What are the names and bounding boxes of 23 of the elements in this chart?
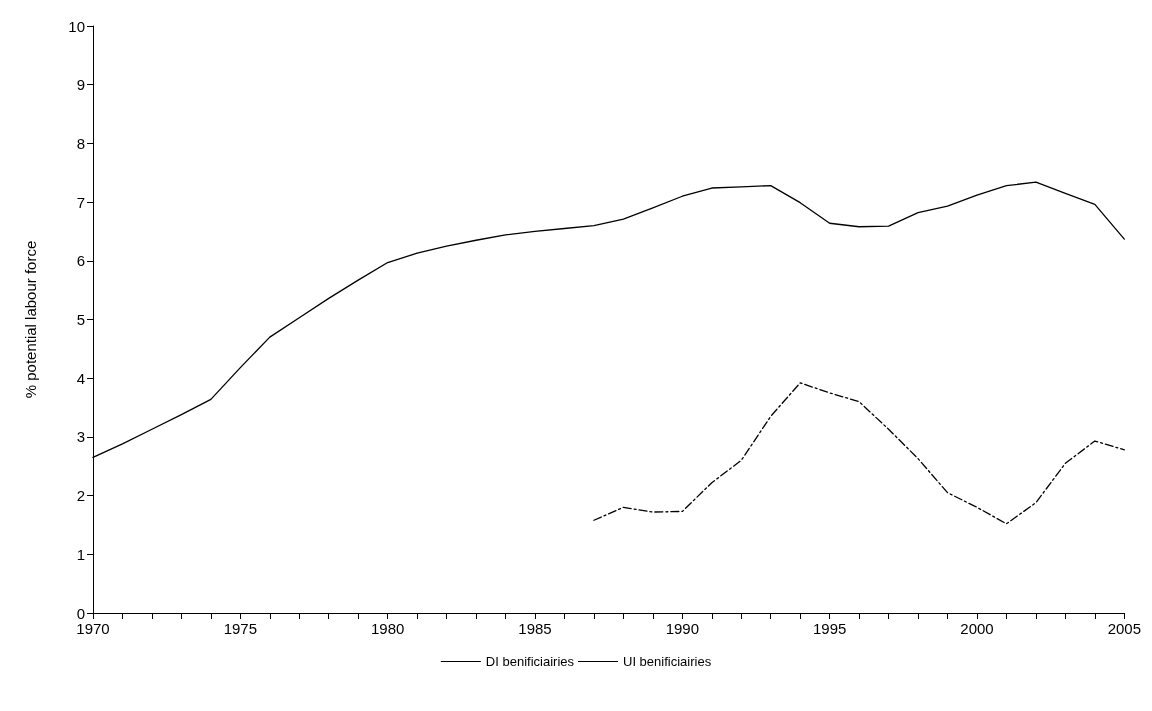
- y-tick-label: 7: [76, 193, 85, 211]
- y-tick-label: 2: [76, 487, 85, 505]
- x-tick-label: 1970: [76, 620, 110, 637]
- y-tick-label: 3: [76, 428, 85, 446]
- x-tick-label: 2000: [960, 620, 994, 637]
- line-series: [593, 382, 1125, 525]
- y-tick-label: 0: [76, 604, 85, 622]
- legend-label: UI benificiairies: [623, 654, 712, 669]
- y-tick-label: 9: [76, 76, 85, 94]
- y-tick-label: 5: [76, 311, 85, 328]
- x-tick-label: 1995: [812, 620, 847, 637]
- x-tick-label: 1990: [665, 620, 700, 637]
- y-axis-title: % potential labour force: [22, 240, 39, 399]
- y-tick-label: 8: [76, 134, 85, 152]
- legend-label: DI benificiairies: [485, 654, 575, 669]
- x-tick-label: 1980: [370, 620, 405, 637]
- x-tick-label: 1975: [223, 620, 258, 637]
- x-tick-label: 2005: [1107, 620, 1141, 637]
- y-tick-label: 6: [76, 252, 85, 270]
- x-tick-label: 1985: [518, 620, 552, 637]
- y-tick-label: 1: [76, 545, 85, 563]
- y-tick-label: 10: [68, 17, 85, 35]
- y-tick-label: 4: [76, 369, 85, 387]
